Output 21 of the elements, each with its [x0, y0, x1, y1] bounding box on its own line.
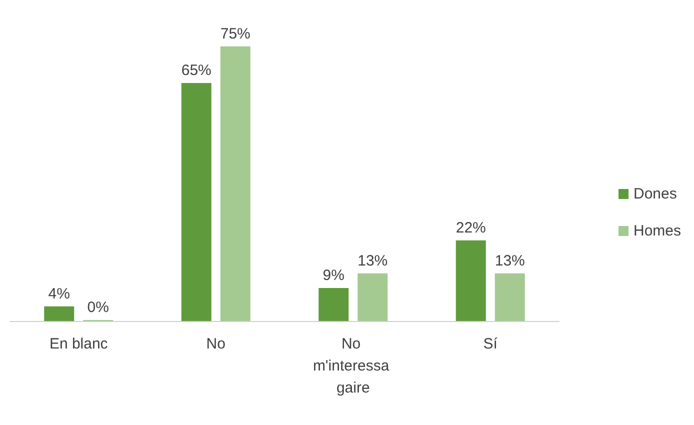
bar [318, 288, 349, 321]
x-tick-label: No m'interessa gaire [312, 336, 394, 396]
data-label: 13% [358, 252, 388, 270]
legend-label: Dones [633, 186, 677, 202]
bar [220, 46, 250, 321]
data-label: 4% [48, 285, 70, 302]
bar [358, 273, 388, 321]
data-label: 22% [456, 219, 486, 236]
bar [494, 273, 525, 321]
x-tick-label: No [206, 336, 226, 352]
legend-label: Homes [633, 222, 682, 240]
x-tick-label: Sí [483, 336, 498, 352]
data-label: 13% [494, 252, 525, 270]
data-label: 0% [87, 299, 109, 316]
data-label: 65% [181, 62, 212, 79]
bar [181, 82, 212, 321]
bar [456, 240, 486, 321]
data-label: 9% [322, 267, 344, 284]
data-label: 75% [220, 25, 250, 42]
bar [44, 306, 74, 321]
x-tick-label: En blanc [49, 336, 108, 352]
